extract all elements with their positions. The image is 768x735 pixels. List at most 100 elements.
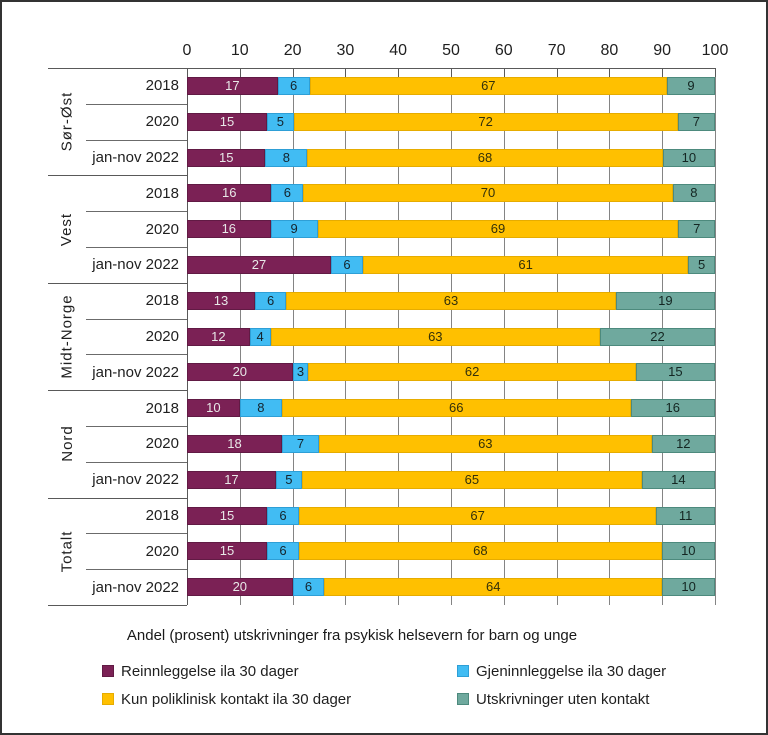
- axis-tick: [239, 68, 241, 77]
- bar-segment: 20: [187, 363, 293, 382]
- year-separator: [86, 211, 187, 213]
- year-separator: [86, 318, 187, 320]
- bar-value-label: 63: [428, 328, 443, 344]
- bar-value-label: 14: [671, 471, 686, 487]
- legend-label: Gjeninnleggelse ila 30 dager: [476, 662, 667, 680]
- bar-segment: 6: [267, 542, 299, 561]
- bar-value-label: 61: [518, 256, 533, 272]
- axis-tick-label: 80: [600, 42, 619, 59]
- bar-value-label: 17: [224, 471, 239, 487]
- axis-tick: [609, 68, 611, 77]
- bar-segment: 6: [331, 255, 363, 274]
- axis-tick-label: 100: [701, 42, 729, 59]
- bar-segment: 6: [271, 184, 304, 203]
- value-axis-line: [187, 68, 715, 69]
- axis-tick-label: 70: [547, 42, 566, 59]
- bar-value-label: 69: [490, 221, 506, 237]
- bar-value-label: 3: [296, 364, 305, 380]
- bar-value-label: 6: [267, 292, 275, 308]
- bar-segment: 20: [187, 578, 293, 597]
- bar-value-label: 9: [687, 77, 695, 93]
- bar-segment: 14: [641, 470, 715, 489]
- bar-segment: 16: [187, 220, 271, 239]
- bar-value-label: 4: [256, 328, 264, 344]
- bar-segment: 68: [299, 542, 662, 561]
- bar-segment: 4: [249, 327, 271, 346]
- bar-segment: 7: [677, 112, 715, 131]
- bar-segment: 12: [187, 327, 250, 346]
- axis-tick: [715, 68, 716, 77]
- group-separator: [48, 68, 187, 69]
- year-label: jan-nov 2022: [92, 471, 179, 489]
- year-label: jan-nov 2022: [92, 256, 179, 274]
- legend-swatch-reinnleggelse: [102, 665, 114, 677]
- group-separator: [48, 497, 187, 499]
- bar-segment: 15: [635, 363, 715, 382]
- year-label: jan-nov 2022: [92, 578, 179, 596]
- legend-item-uten-kontakt: Utskrivninger uten kontakt: [457, 690, 650, 708]
- bar-segment: 15: [187, 148, 266, 167]
- year-label: 2020: [145, 435, 179, 453]
- year-label: 2020: [145, 220, 179, 238]
- bar-segment: 18: [187, 434, 283, 453]
- bar-segment: 65: [302, 470, 642, 489]
- bar-segment: 15: [187, 542, 267, 561]
- axis-tick: [662, 68, 664, 77]
- bar-segment: 8: [239, 399, 283, 418]
- bar-segment: 22: [599, 327, 715, 346]
- bar-segment: 6: [254, 291, 287, 310]
- bar-value-label: 7: [693, 221, 701, 237]
- bar-value-label: 6: [290, 77, 298, 93]
- bar-value-label: 63: [443, 292, 459, 308]
- group-separator: [48, 390, 187, 392]
- legend-label: Utskrivninger uten kontakt: [476, 690, 650, 708]
- bar-value-label: 15: [219, 543, 235, 559]
- year-label: 2020: [145, 542, 179, 560]
- bar-segment: 5: [275, 470, 302, 489]
- bar-segment: 61: [363, 255, 689, 274]
- bar-value-label: 62: [464, 364, 480, 380]
- bar-segment: 17: [187, 470, 276, 489]
- axis-tick: [292, 68, 294, 77]
- year-label: 2018: [145, 506, 179, 524]
- group-separator: [48, 282, 187, 284]
- year-label: 2018: [145, 77, 179, 95]
- bar-value-label: 10: [681, 579, 696, 595]
- chart-title: Andel (prosent) utskrivninger fra psykis…: [126, 627, 578, 644]
- bar-value-label: 27: [251, 256, 267, 272]
- bar-segment: 68: [307, 148, 663, 167]
- axis-tick-label: 50: [442, 42, 460, 59]
- plot-area: 0 10 20 30 40 50 60 70 80 90 100 Sør-Øst 2018 17 6 67 9 2…: [2, 2, 766, 622]
- year-label: 2018: [145, 184, 179, 202]
- year-separator: [86, 139, 187, 141]
- axis-tick: [556, 68, 558, 77]
- year-label: 2018: [145, 399, 179, 417]
- year-separator: [86, 533, 187, 535]
- axis-tick-label: 60: [494, 42, 513, 59]
- bar-segment: 66: [282, 399, 631, 418]
- bar-segment: 67: [299, 506, 657, 525]
- legend-item-reinnleggelse: Reinnleggelse ila 30 dager: [102, 663, 299, 680]
- axis-tick-label: 20: [283, 42, 302, 59]
- bar-segment: 8: [672, 184, 715, 203]
- bar-segment: 3: [292, 363, 309, 382]
- bar-value-label: 65: [464, 471, 480, 487]
- bar-value-label: 8: [690, 185, 698, 201]
- bar-value-label: 6: [279, 543, 287, 559]
- bar-value-label: 6: [283, 185, 291, 201]
- bar-value-label: 6: [343, 256, 351, 272]
- bar-segment: 63: [286, 291, 616, 310]
- bar-value-label: 8: [257, 400, 265, 416]
- bar-value-label: 13: [213, 292, 229, 308]
- bar-segment: 5: [688, 255, 715, 274]
- group-separator: [48, 175, 187, 177]
- bar-value-label: 7: [692, 113, 700, 129]
- bar-value-label: 6: [304, 579, 313, 595]
- bar-value-label: 67: [481, 77, 496, 93]
- bar-segment: 62: [308, 363, 636, 382]
- bar-value-label: 5: [285, 471, 293, 487]
- axis-tick-label: 10: [230, 42, 249, 59]
- bar-value-label: 15: [219, 507, 235, 523]
- year-separator: [86, 354, 187, 356]
